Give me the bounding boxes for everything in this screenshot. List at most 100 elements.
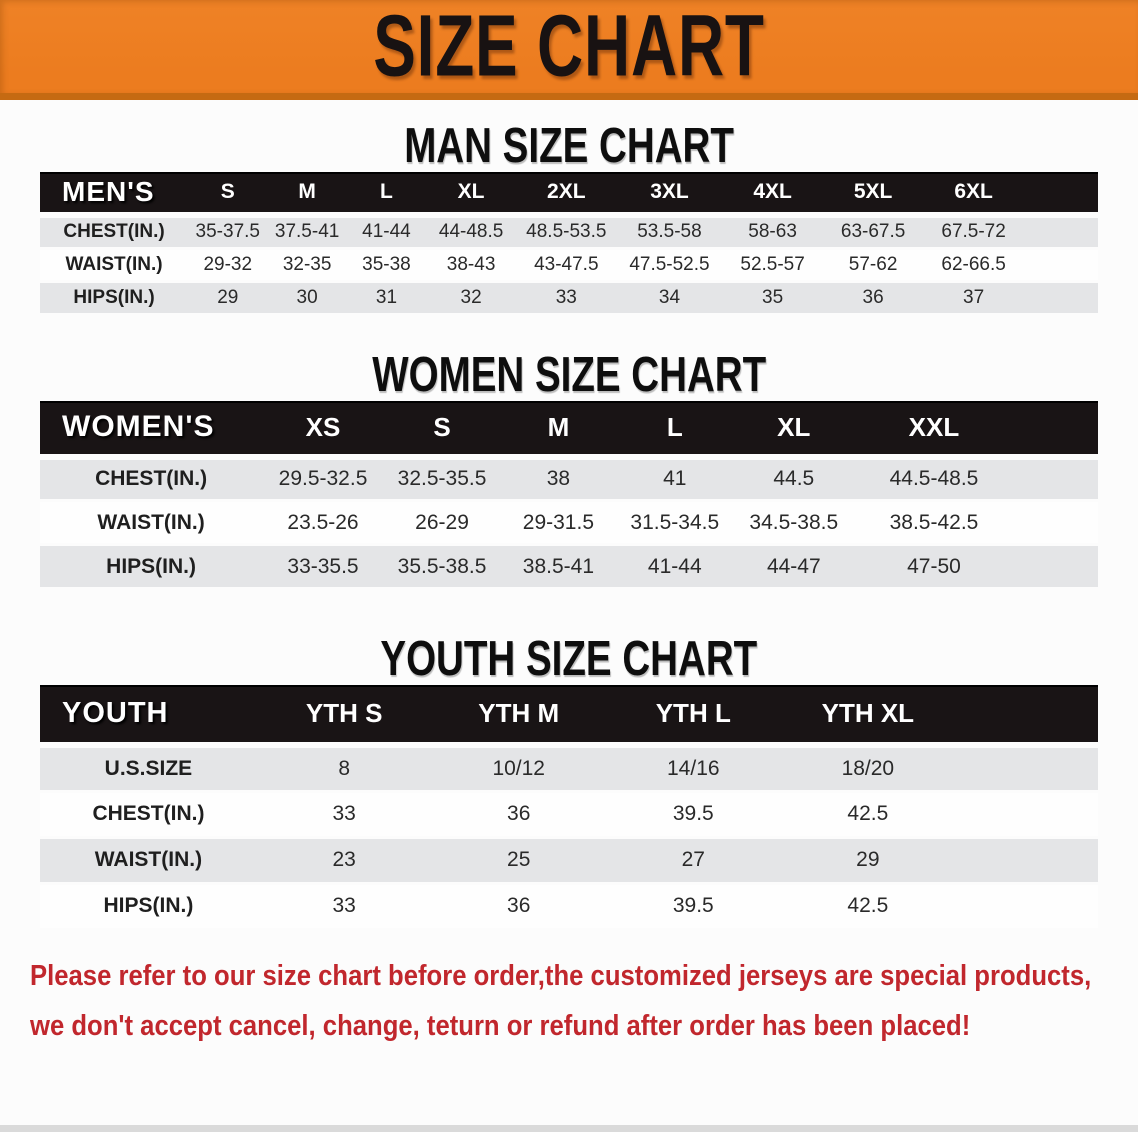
size-value-cell: 36 xyxy=(431,791,606,839)
size-value-cell: 47.5-52.5 xyxy=(616,248,723,283)
measurement-label: U.S.SIZE xyxy=(40,745,257,793)
size-column-header: 4XL xyxy=(722,172,823,218)
bottom-edge-strip xyxy=(0,1125,1138,1132)
table-group-label: YOUTH xyxy=(40,685,257,748)
size-column-header: YTH XL xyxy=(780,685,956,748)
table-row: HIPS(IN.) 33 36 39.5 42.5 xyxy=(40,883,1098,931)
size-value-cell: 29-32 xyxy=(188,248,268,283)
size-value-cell: 29-31.5 xyxy=(500,500,617,546)
size-value-cell: 38-43 xyxy=(426,248,517,283)
size-value-cell: 38.5-42.5 xyxy=(854,500,1014,546)
youth-size-table: YOUTH YTH S YTH M YTH L YTH XL U.S.SIZE 8 10/12… xyxy=(40,685,1098,931)
size-value-cell: 63-67.5 xyxy=(822,215,924,250)
size-value-cell: 10/12 xyxy=(431,745,606,793)
size-column-header: 3XL xyxy=(616,172,723,218)
size-value-cell: 8 xyxy=(256,745,432,793)
size-value-cell: 37 xyxy=(923,281,1024,316)
size-value-cell: 43-47.5 xyxy=(516,248,617,283)
size-column-header: M xyxy=(267,172,347,218)
size-value-cell: 67.5-72 xyxy=(923,215,1024,250)
table-row: CHEST(IN.) 33 36 39.5 42.5 xyxy=(40,791,1098,839)
size-value-cell: 35-37.5 xyxy=(188,215,268,250)
disclaimer-line-1: Please refer to our size chart before or… xyxy=(30,959,1092,992)
size-value-cell: 41 xyxy=(616,456,733,502)
size-value-cell: 33-35.5 xyxy=(262,544,384,590)
table-row: HIPS(IN.) 29 30 31 32 33 34 35 36 37 xyxy=(40,281,1098,316)
table-header-row: YOUTH YTH S YTH M YTH L YTH XL xyxy=(40,685,1098,748)
size-value-cell: 41-44 xyxy=(346,215,427,250)
measurement-label: HIPS(IN.) xyxy=(40,281,189,316)
size-value-cell: 30 xyxy=(267,281,347,316)
table-header-row: WOMEN'S XS S M L XL XXL xyxy=(40,400,1098,460)
size-column-header: 5XL xyxy=(822,172,924,218)
size-value-cell: 31.5-34.5 xyxy=(616,500,733,546)
size-value-cell: 52.5-57 xyxy=(722,248,823,283)
size-value-cell: 41-44 xyxy=(616,544,733,590)
men-section-heading-text: MAN SIZE CHART xyxy=(404,116,734,173)
size-value-cell: 39.5 xyxy=(606,791,781,839)
measurement-label: CHEST(IN.) xyxy=(40,456,263,502)
table-row: WAIST(IN.) 23 25 27 29 xyxy=(40,837,1098,885)
size-value-cell: 58-63 xyxy=(722,215,823,250)
size-value-cell: 35-38 xyxy=(346,248,427,283)
size-column-header: M xyxy=(500,400,617,460)
size-value-cell: 31 xyxy=(346,281,427,316)
measurement-label: CHEST(IN.) xyxy=(40,215,189,250)
table-row: WAIST(IN.) 29-32 32-35 35-38 38-43 43-47.5 47.… xyxy=(40,248,1098,283)
row-spacer-cell xyxy=(955,837,1098,885)
table-row: WAIST(IN.) 23.5-26 26-29 29-31.5 31.5-34.5 34… xyxy=(40,500,1098,546)
size-value-cell: 38.5-41 xyxy=(500,544,617,590)
size-value-cell: 32-35 xyxy=(267,248,347,283)
size-value-cell: 29 xyxy=(188,281,268,316)
banner-title: SIZE CHART xyxy=(373,0,765,95)
size-value-cell: 33 xyxy=(256,883,432,931)
women-section-heading: WOMEN SIZE CHART xyxy=(0,345,1138,401)
size-value-cell: 23.5-26 xyxy=(262,500,384,546)
size-value-cell: 26-29 xyxy=(383,500,501,546)
size-value-cell: 48.5-53.5 xyxy=(516,215,617,250)
size-value-cell: 33 xyxy=(256,791,432,839)
row-spacer-cell xyxy=(1023,281,1098,316)
size-value-cell: 33 xyxy=(516,281,617,316)
size-value-cell: 27 xyxy=(606,837,781,885)
header-spacer-cell xyxy=(1023,172,1098,218)
size-column-header: YTH S xyxy=(256,685,432,748)
size-value-cell: 23 xyxy=(256,837,432,885)
women-section-heading-text: WOMEN SIZE CHART xyxy=(372,345,766,401)
size-column-header: L xyxy=(346,172,427,218)
size-value-cell: 14/16 xyxy=(606,745,781,793)
row-spacer-cell xyxy=(955,883,1098,931)
row-spacer-cell xyxy=(955,791,1098,839)
header-spacer-cell xyxy=(955,685,1098,748)
measurement-label: HIPS(IN.) xyxy=(40,883,257,931)
table-header-row: MEN'S S M L XL 2XL 3XL 4XL 5XL 6XL xyxy=(40,172,1098,218)
size-value-cell: 53.5-58 xyxy=(616,215,723,250)
size-value-cell: 39.5 xyxy=(606,883,781,931)
women-size-table: WOMEN'S XS S M L XL XXL CHEST(IN.) 29.5-32.5 32.5… xyxy=(40,400,1098,590)
size-value-cell: 57-62 xyxy=(822,248,924,283)
size-column-header: XL xyxy=(732,400,855,460)
measurement-label: WAIST(IN.) xyxy=(40,500,263,546)
size-column-header: XXL xyxy=(854,400,1014,460)
size-column-header: XL xyxy=(426,172,517,218)
size-column-header: L xyxy=(616,400,733,460)
size-value-cell: 29 xyxy=(780,837,956,885)
table-row: CHEST(IN.) 35-37.5 37.5-41 41-44 44-48.5 48.5… xyxy=(40,215,1098,250)
size-column-header: S xyxy=(383,400,501,460)
measurement-label: HIPS(IN.) xyxy=(40,544,263,590)
measurement-label: WAIST(IN.) xyxy=(40,837,257,885)
youth-section-heading: YOUTH SIZE CHART xyxy=(0,630,1138,686)
size-value-cell: 47-50 xyxy=(854,544,1014,590)
size-value-cell: 34 xyxy=(616,281,723,316)
size-value-cell: 36 xyxy=(822,281,924,316)
size-value-cell: 37.5-41 xyxy=(267,215,347,250)
size-value-cell: 38 xyxy=(500,456,617,502)
size-value-cell: 42.5 xyxy=(780,791,956,839)
size-value-cell: 25 xyxy=(431,837,606,885)
size-column-header: S xyxy=(188,172,268,218)
table-row: CHEST(IN.) 29.5-32.5 32.5-35.5 38 41 44.5 44.5… xyxy=(40,456,1098,502)
row-spacer-cell xyxy=(955,745,1098,793)
table-row: U.S.SIZE 8 10/12 14/16 18/20 xyxy=(40,745,1098,793)
size-column-header: YTH L xyxy=(606,685,781,748)
men-section-heading: MAN SIZE CHART xyxy=(0,116,1138,173)
